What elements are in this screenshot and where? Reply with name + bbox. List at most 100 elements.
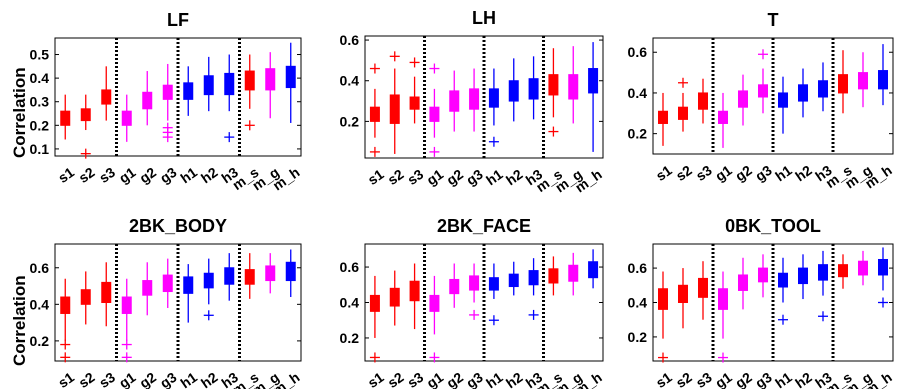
box-h2 [798, 68, 808, 118]
box-g1 [718, 271, 728, 363]
y-tick-label: 0.2 [628, 126, 648, 142]
box-h3 [818, 62, 828, 112]
y-tick-label: 0.2 [340, 330, 360, 346]
box-body [101, 281, 112, 303]
box-body [369, 294, 380, 312]
chart-panel: 0BK_TOOL0.20.40.6s1s2s3g1g2g3h1h2h3m_sm_… [628, 216, 895, 389]
box-m_g [568, 46, 579, 124]
x-tick-label: g2 [443, 166, 466, 189]
x-tick-label: s2 [76, 369, 98, 389]
x-tick-label: h1 [483, 166, 506, 189]
box-body [429, 106, 440, 122]
box-g3 [469, 68, 480, 132]
box-body [244, 70, 255, 91]
box-s3 [698, 261, 708, 320]
box-h1 [488, 68, 499, 147]
box-g2 [738, 74, 748, 126]
box-body [528, 78, 539, 100]
x-tick-label: h1 [772, 162, 795, 185]
y-tick-label: 0.4 [628, 85, 648, 101]
y-tick-label: 0.4 [628, 295, 648, 311]
y-tick-label: 0.2 [30, 117, 50, 133]
x-tick-label: s1 [365, 166, 387, 188]
box-body [80, 108, 91, 122]
box-s3 [101, 262, 112, 327]
chart-title: 2BK_BODY [129, 216, 227, 236]
x-tick-label: s1 [55, 164, 77, 186]
box-g3 [469, 263, 480, 320]
box-body [678, 284, 688, 304]
y-tick-label: 0.2 [340, 113, 360, 129]
x-tick-label: g2 [136, 369, 159, 389]
chart-title: 0BK_TOOL [725, 216, 821, 236]
box-s1 [369, 275, 380, 363]
x-tick-label: h1 [177, 164, 200, 187]
box-body [244, 269, 255, 285]
box-s2 [389, 270, 400, 326]
box-body [183, 82, 194, 100]
x-tick-label: s2 [673, 162, 695, 184]
box-body [285, 65, 296, 89]
box-g1 [429, 275, 440, 363]
x-tick-label: s1 [55, 369, 77, 389]
box-g2 [142, 262, 153, 316]
box-h3 [818, 250, 828, 322]
x-tick-label: h3 [523, 166, 546, 189]
box-body [488, 88, 499, 108]
box-s1 [60, 94, 71, 140]
box-body [798, 267, 808, 285]
box-h2 [508, 261, 519, 296]
box-body [818, 264, 828, 281]
y-tick-label: 0.5 [30, 47, 50, 63]
box-g2 [449, 263, 460, 308]
y-tick-label: 0.4 [340, 73, 360, 89]
x-tick-label: h2 [198, 164, 221, 187]
box-m_h [878, 44, 888, 106]
x-tick-label: g1 [116, 369, 139, 389]
box-body [738, 274, 748, 291]
box-m_g [858, 250, 868, 286]
box-g3 [758, 254, 768, 298]
chart-title: LF [167, 10, 189, 30]
chart-panel: LF0.10.20.30.40.5s1s2s3g1g2g3h1h2h3m_sm_… [30, 10, 303, 193]
x-tick-label: g3 [157, 369, 180, 389]
box-body [698, 277, 708, 298]
y-tick-label: 0.3 [30, 94, 50, 110]
box-body [488, 277, 499, 291]
x-tick-label: g1 [424, 166, 447, 189]
x-tick-label: s2 [385, 369, 407, 389]
box-h1 [183, 264, 194, 323]
chart-title: 2BK_FACE [437, 216, 531, 236]
box-body [60, 296, 71, 314]
box-body [121, 296, 132, 314]
box-m_g [568, 252, 579, 296]
box-s1 [658, 92, 668, 146]
box-h2 [508, 58, 519, 122]
box-body [838, 74, 848, 94]
box-h1 [778, 76, 788, 134]
x-tick-label: g1 [116, 164, 139, 187]
box-h3 [528, 56, 539, 120]
x-tick-label: g1 [712, 162, 735, 185]
chart-title: T [768, 10, 779, 30]
box-m_g [265, 52, 276, 119]
box-body [142, 91, 153, 110]
box-s3 [698, 78, 708, 124]
chart-panel: 2BK_BODY0.20.40.6s1s2s3g1g2g3h1h2h3m_sm_… [30, 216, 303, 389]
box-g2 [142, 71, 153, 126]
box-s3 [409, 57, 420, 124]
box-h1 [488, 263, 499, 326]
box-m_h [878, 247, 888, 308]
box-h2 [203, 56, 214, 112]
box-body [878, 70, 888, 90]
y-tick-label: 0.6 [628, 44, 648, 60]
box-s3 [101, 66, 112, 121]
x-tick-label: s3 [404, 166, 426, 188]
box-m_s [838, 254, 848, 289]
box-h3 [224, 253, 235, 301]
x-tick-label: g2 [136, 164, 159, 187]
y-tick-label: 0.6 [30, 260, 50, 276]
